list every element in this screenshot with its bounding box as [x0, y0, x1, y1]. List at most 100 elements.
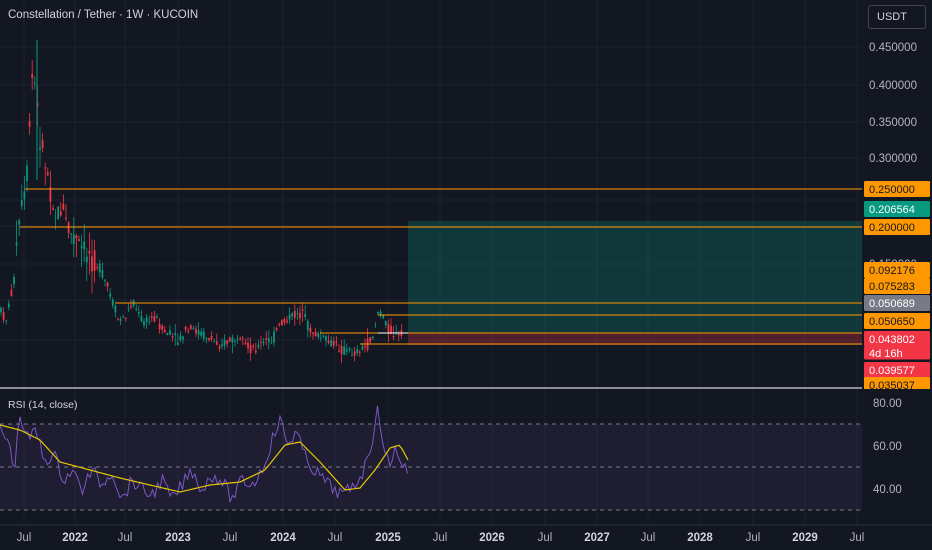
candle-body	[49, 187, 52, 202]
horizontal-levels[interactable]	[20, 188, 862, 345]
candle-body	[369, 337, 372, 343]
candle-body	[374, 325, 377, 327]
candle-body	[67, 222, 70, 233]
profit-zone	[408, 221, 862, 333]
candle-body	[189, 325, 192, 329]
candle-body	[195, 328, 197, 334]
time-month-label: Jul	[118, 532, 133, 544]
price-label-badge	[864, 278, 930, 294]
rsi-band	[0, 424, 862, 510]
candle-body	[111, 299, 114, 306]
candle-body	[72, 234, 75, 244]
candle-body	[340, 346, 343, 354]
rsi-indicator-title[interactable]: RSI (14, close)	[8, 399, 78, 411]
price-label-text: 0.206564	[869, 204, 915, 216]
candle-body	[262, 341, 265, 343]
candle-body	[226, 340, 229, 344]
candle-body	[187, 330, 190, 332]
candle-body	[257, 344, 260, 348]
time-year-label: 2028	[687, 532, 713, 544]
rsi-tick-label: 40.00	[873, 484, 902, 496]
candle-body	[0, 307, 2, 313]
candle-body	[379, 311, 382, 316]
candle-body	[377, 311, 379, 314]
candle-body	[18, 220, 21, 225]
candle-body	[20, 200, 23, 206]
currency-button[interactable]: USDT	[868, 5, 926, 29]
price-label-badge	[864, 331, 930, 347]
rsi-pane	[0, 405, 862, 511]
symbol-title[interactable]: Constellation / Tether · 1W · KUCOIN	[8, 9, 199, 21]
candle-body	[122, 316, 125, 318]
price-tick-label: 0.300000	[869, 153, 917, 165]
candle-body	[93, 250, 96, 271]
candle-body	[208, 338, 210, 341]
candle-body	[361, 346, 364, 350]
candle-body	[306, 321, 309, 331]
candle-body	[210, 335, 213, 340]
candle-body	[384, 321, 387, 326]
loss-zone	[408, 333, 862, 345]
candle-body	[7, 303, 10, 308]
candle-body	[325, 336, 327, 341]
price-label-text: 0.050689	[869, 298, 915, 310]
candle-body	[106, 282, 109, 287]
candle-body	[10, 289, 13, 297]
price-label-badge	[864, 201, 930, 217]
candle-body	[124, 317, 127, 319]
candle-body	[288, 314, 291, 320]
candle-body	[291, 313, 294, 317]
candle-body	[44, 167, 47, 169]
time-year-label: 2026	[479, 532, 505, 544]
candle-body	[28, 121, 31, 127]
candle-body	[202, 331, 205, 339]
candle-body	[137, 311, 140, 314]
time-axis[interactable]: Jul 2022 Jul 2023 Jul 2024 Jul 2025 Jul 2026 Jul 20…	[0, 524, 932, 544]
candle-body	[213, 341, 216, 343]
candle-body	[304, 314, 307, 318]
candle-body	[332, 341, 335, 346]
candle-body	[338, 350, 340, 352]
time-year-label: 2023	[165, 532, 191, 544]
candle-body	[5, 320, 8, 322]
candle-body	[221, 344, 223, 347]
candle-body	[80, 246, 83, 248]
candle-body	[283, 319, 286, 323]
candle-body	[101, 270, 104, 278]
candle-body	[275, 328, 278, 331]
candle-body	[171, 336, 174, 338]
rsi-tick-label: 60.00	[873, 441, 902, 453]
price-label-text: 0.092176	[869, 265, 915, 277]
candle-body	[252, 345, 255, 347]
candle-body	[278, 324, 281, 326]
candle-body	[163, 329, 166, 332]
chart-grid	[0, 0, 932, 525]
candle-body	[75, 235, 78, 239]
candle-body	[322, 335, 325, 337]
candle-body	[161, 325, 164, 330]
price-candles	[0, 40, 403, 364]
candle-body	[343, 346, 346, 355]
candle-body	[247, 342, 249, 348]
candle-body	[31, 73, 34, 78]
candle-body	[13, 277, 15, 285]
candle-body	[270, 342, 273, 344]
price-label-text: 0.050650	[869, 316, 915, 328]
candle-body	[371, 336, 374, 339]
candle-body	[127, 308, 130, 310]
price-label-badge	[864, 346, 930, 360]
price-label-text: 0.200000	[869, 222, 915, 234]
time-month-label: Jul	[538, 532, 553, 544]
time-month-label: Jul	[223, 532, 238, 544]
candle-body	[130, 305, 132, 308]
price-label-text: 0.250000	[869, 184, 915, 196]
candle-body	[231, 337, 234, 343]
candle-body	[267, 338, 270, 342]
candle-body	[78, 239, 80, 242]
candle-body	[52, 208, 54, 210]
candle-body	[301, 309, 304, 311]
candle-body	[54, 217, 57, 219]
candle-body	[150, 316, 153, 318]
time-year-label: 2029	[792, 532, 818, 544]
